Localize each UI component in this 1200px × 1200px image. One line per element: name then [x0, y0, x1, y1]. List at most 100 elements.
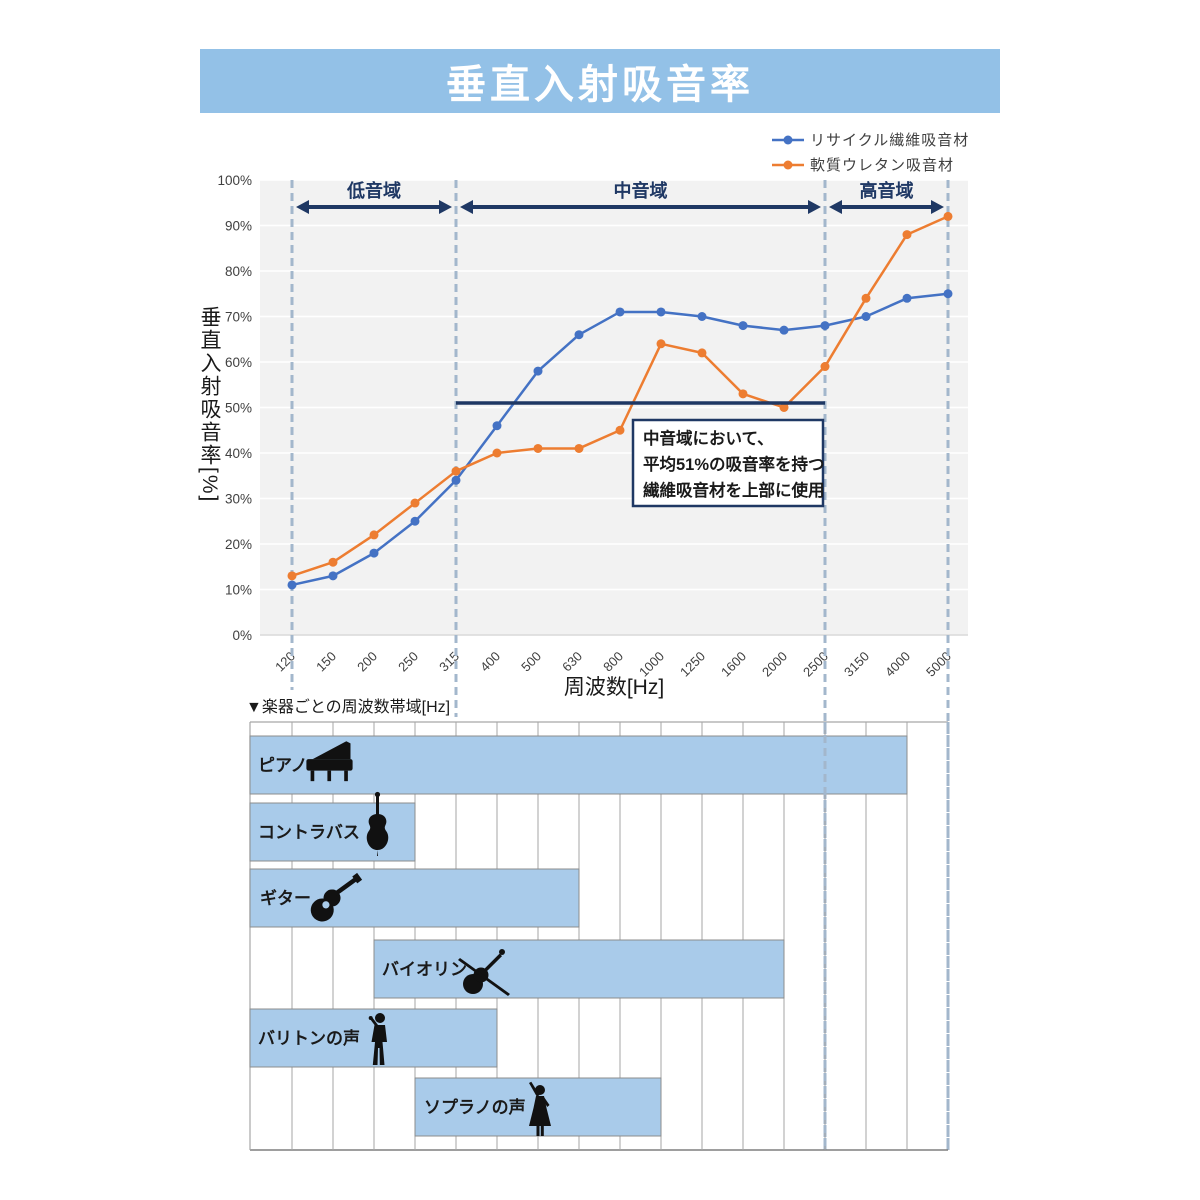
data-point — [697, 312, 707, 321]
data-point — [287, 580, 297, 590]
x-tick-label: 630 — [559, 649, 585, 675]
y-tick-label: 90% — [225, 219, 252, 234]
data-point — [369, 530, 379, 540]
instrument-label: ソプラノの声 — [424, 1097, 526, 1117]
data-point — [451, 475, 461, 485]
instrument-bar — [249, 735, 908, 795]
data-point — [738, 389, 748, 399]
violin-icon — [458, 949, 510, 996]
y-tick-label: 50% — [225, 401, 252, 416]
y-tick-label: 40% — [225, 446, 252, 461]
y-axis-title: 垂直入射吸音率[%] — [198, 306, 221, 504]
data-point — [820, 362, 830, 372]
data-point — [492, 421, 502, 431]
annotation-text: 繊維吸音材を上部に使用 — [643, 480, 825, 500]
legend-marker-icon — [772, 160, 804, 169]
y-tick-label: 80% — [225, 264, 252, 279]
region-band: 低音域 — [296, 180, 452, 214]
arrow-left-icon — [460, 200, 473, 214]
data-point — [779, 325, 789, 335]
region-label: 中音域 — [614, 180, 668, 201]
instrument-chart-heading: ▼楽器ごとの周波数帯域[Hz] — [246, 698, 450, 716]
data-point — [533, 366, 543, 376]
x-tick-label: 1250 — [677, 649, 708, 680]
x-tick-label: 4000 — [882, 649, 913, 680]
data-point — [574, 330, 584, 340]
legend-label: リサイクル繊維吸音材 — [810, 132, 970, 149]
region-band: 高音域 — [829, 180, 944, 214]
guitar-icon — [310, 872, 363, 922]
x-tick-label: 1000 — [636, 649, 667, 680]
instrument-bar — [249, 802, 416, 862]
arrow-right-icon — [808, 200, 821, 214]
data-point — [779, 403, 789, 412]
data-point — [492, 448, 502, 458]
x-axis-title: 周波数[Hz] — [564, 676, 664, 699]
data-point — [615, 425, 625, 435]
x-tick-label: 315 — [436, 649, 462, 675]
annotation-text: 中音域において、 — [643, 428, 774, 448]
x-tick-label: 2000 — [759, 649, 790, 680]
legend-item: リサイクル繊維吸音材 — [772, 128, 969, 151]
data-point — [943, 289, 953, 299]
data-point — [656, 307, 666, 317]
legend-item: 軟質ウレタン吸音材 — [772, 153, 969, 176]
y-tick-label: 20% — [225, 537, 252, 552]
x-tick-label: 800 — [600, 649, 626, 675]
data-point — [287, 571, 297, 581]
instrument-label: バリトンの声 — [258, 1028, 360, 1048]
arrow-left-icon — [296, 200, 309, 214]
x-tick-label: 500 — [518, 649, 544, 675]
data-point — [861, 312, 871, 321]
region-label: 高音域 — [860, 180, 914, 201]
y-tick-label: 0% — [232, 628, 252, 643]
arrow-right-icon — [439, 200, 452, 214]
data-point — [656, 339, 666, 349]
legend-label: 軟質ウレタン吸音材 — [810, 157, 955, 174]
data-point — [697, 348, 707, 358]
contrabass-icon — [366, 791, 389, 856]
x-tick-label: 120 — [272, 649, 298, 675]
x-tick-label: 1600 — [718, 649, 749, 680]
y-tick-label: 60% — [225, 355, 252, 370]
legend-marker-icon — [772, 135, 804, 144]
region-band: 中音域 — [460, 180, 821, 214]
title-banner: 垂直入射吸音率 — [200, 49, 1000, 113]
data-point — [328, 557, 338, 567]
data-point — [902, 293, 912, 303]
region-label: 低音域 — [346, 180, 401, 201]
y-tick-label: 10% — [225, 583, 252, 598]
data-point — [328, 571, 338, 581]
data-point — [738, 321, 748, 331]
page-title: 垂直入射吸音率 — [446, 63, 754, 107]
y-tick-label: 70% — [225, 310, 252, 325]
data-point — [410, 516, 420, 526]
data-point — [861, 293, 871, 303]
grand-piano-icon — [306, 741, 353, 782]
chart-legend: リサイクル繊維吸音材 軟質ウレタン吸音材 — [772, 128, 969, 176]
instrument-label: バイオリン — [382, 960, 467, 979]
data-point — [410, 498, 420, 508]
x-tick-label: 400 — [477, 649, 503, 675]
data-point — [451, 466, 461, 476]
data-point — [369, 548, 379, 558]
instrument-label: ピアノ — [258, 756, 307, 775]
instrument-bar — [373, 939, 785, 999]
data-point — [902, 230, 912, 240]
x-tick-label: 200 — [354, 649, 380, 675]
annotation-text: 平均51%の吸音率を持つ — [643, 454, 825, 474]
baritone-singer-icon — [368, 1013, 387, 1065]
y-tick-label: 100% — [217, 173, 252, 188]
data-point — [533, 443, 543, 453]
data-point — [574, 443, 584, 453]
soprano-singer-icon — [529, 1081, 551, 1136]
x-tick-label: 150 — [313, 649, 339, 675]
arrow-left-icon — [829, 200, 842, 214]
x-tick-label: 3150 — [841, 649, 872, 680]
instrument-label: コントラバス — [258, 823, 360, 842]
x-tick-label: 250 — [395, 649, 421, 675]
data-point — [943, 211, 953, 221]
arrow-right-icon — [931, 200, 944, 214]
